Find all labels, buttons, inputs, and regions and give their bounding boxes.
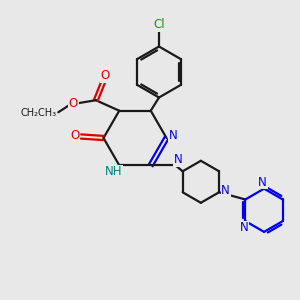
Text: N: N: [221, 184, 230, 197]
Text: N: N: [239, 221, 248, 234]
Text: O: O: [100, 69, 110, 82]
Text: Cl: Cl: [153, 18, 165, 32]
Text: O: O: [69, 97, 78, 110]
Text: NH: NH: [105, 165, 123, 178]
Text: N: N: [174, 153, 183, 167]
Text: O: O: [70, 129, 80, 142]
Text: CH₂CH₃: CH₂CH₃: [21, 108, 57, 118]
Text: N: N: [169, 129, 178, 142]
Text: N: N: [258, 176, 267, 189]
